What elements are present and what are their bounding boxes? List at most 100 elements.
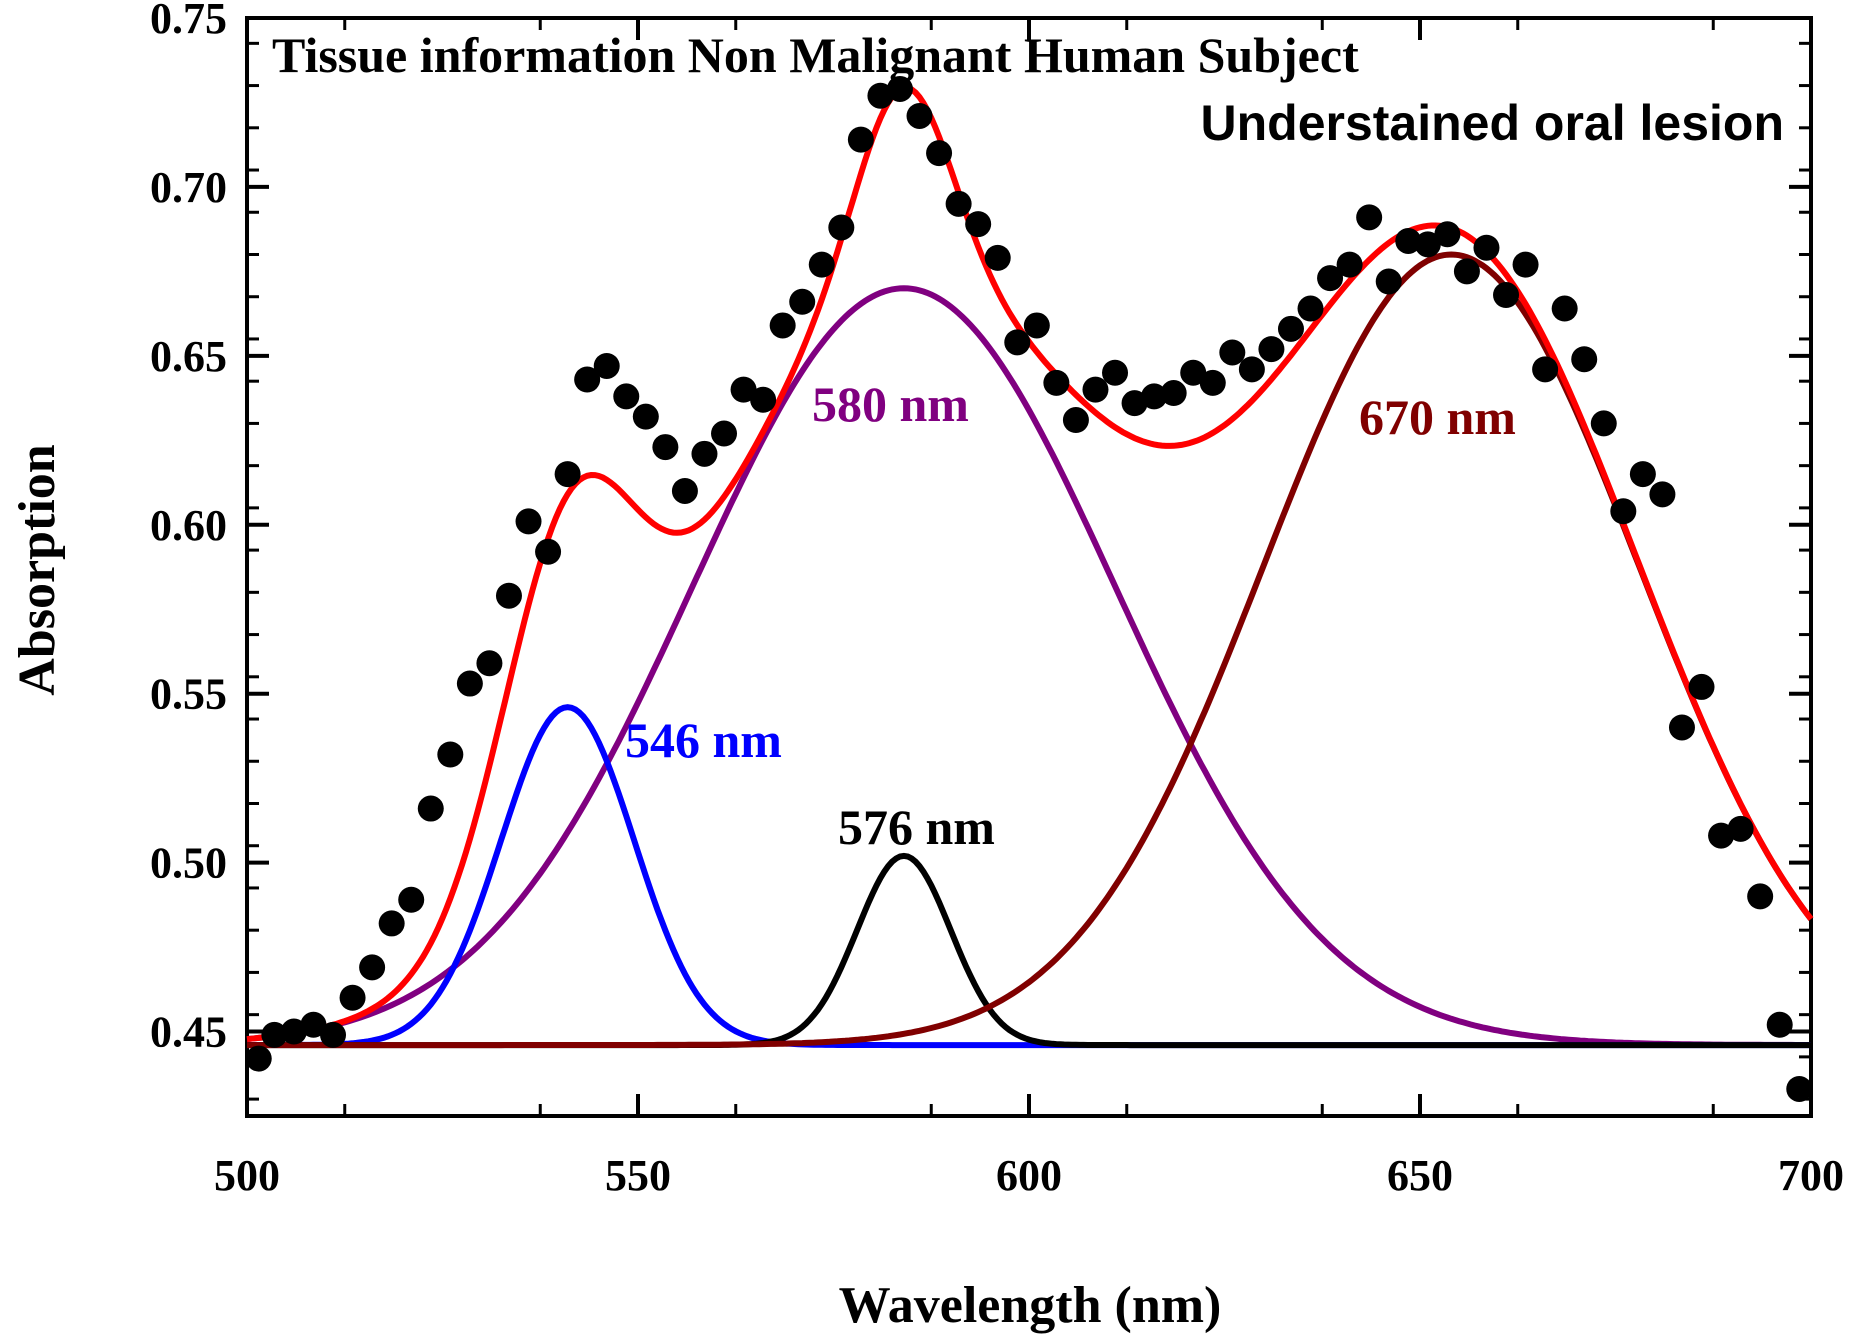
peak-curve-576-nm	[247, 852, 1811, 1049]
x-tick-label: 700	[1778, 1151, 1844, 1200]
data-point	[808, 251, 835, 278]
data-point	[906, 102, 933, 129]
chart-subtitle: Understained oral lesion	[1201, 95, 1784, 151]
data-point	[456, 670, 483, 697]
data-point	[984, 244, 1011, 271]
data-point	[1708, 822, 1735, 849]
data-point	[574, 366, 601, 393]
data-point	[691, 440, 718, 467]
data-point	[1571, 346, 1598, 373]
data-point	[828, 214, 855, 241]
data-point	[1629, 461, 1656, 488]
y-axis-title: Absorption	[9, 444, 66, 695]
data-point	[359, 954, 386, 981]
data-point	[847, 126, 874, 153]
data-point	[476, 650, 503, 677]
data-point	[1512, 251, 1539, 278]
plot-frame	[245, 16, 1813, 1118]
data-points	[245, 75, 1813, 1102]
peak-label-670: 670 nm	[1359, 389, 1516, 445]
data-point	[515, 508, 542, 535]
data-point	[1317, 265, 1344, 292]
data-point	[926, 140, 953, 167]
data-point	[280, 1018, 307, 1045]
data-point	[1336, 251, 1363, 278]
x-tick-label: 500	[214, 1151, 280, 1200]
data-point	[1141, 383, 1168, 410]
data-point	[535, 538, 562, 565]
data-point	[261, 1021, 288, 1048]
data-point	[1727, 815, 1754, 842]
data-point	[1004, 329, 1031, 356]
data-point	[730, 376, 757, 403]
data-point	[613, 383, 640, 410]
data-point	[945, 190, 972, 217]
peak-label-546: 546 nm	[625, 712, 782, 768]
data-point	[1356, 204, 1383, 231]
data-point	[554, 461, 581, 488]
data-point	[1747, 883, 1774, 910]
data-point	[769, 312, 796, 339]
data-point	[1532, 356, 1559, 383]
x-tick-label: 650	[1387, 1151, 1453, 1200]
data-point	[1238, 356, 1265, 383]
data-point	[1395, 227, 1422, 254]
data-point	[1453, 258, 1480, 285]
data-point	[1610, 498, 1637, 525]
data-point	[671, 477, 698, 504]
data-point	[1082, 376, 1109, 403]
data-point	[378, 910, 405, 937]
x-axis-title: Wavelength (nm)	[839, 1277, 1222, 1334]
data-point	[245, 1045, 272, 1072]
data-point	[886, 75, 913, 102]
data-point	[1493, 282, 1520, 309]
peak-curve-580-nm	[246, 285, 1811, 1048]
y-tick-label: 0.55	[150, 670, 227, 719]
data-point	[652, 434, 679, 461]
data-point	[1102, 359, 1129, 386]
data-point	[1668, 714, 1695, 741]
x-tick-label: 600	[996, 1151, 1062, 1200]
y-tick-label: 0.75	[150, 0, 227, 43]
peak-label-576: 576 nm	[838, 799, 995, 855]
y-tick-label: 0.65	[150, 332, 227, 381]
data-point	[1023, 312, 1050, 339]
data-point	[1258, 336, 1285, 363]
data-point	[593, 352, 620, 379]
data-point	[1414, 231, 1441, 258]
peak-label-580: 580 nm	[812, 376, 969, 432]
y-tick-label: 0.45	[150, 1008, 227, 1057]
axes: 500 550 600 650 700 0.45 0.50 0.55 0.60 0.65 0.70 0…	[150, 0, 1844, 1200]
y-tick-label: 0.60	[150, 501, 227, 550]
data-point	[750, 386, 777, 413]
data-point	[437, 741, 464, 768]
data-point	[1219, 339, 1246, 366]
data-point	[1590, 410, 1617, 437]
data-point	[495, 582, 522, 609]
data-point	[417, 795, 444, 822]
data-point	[867, 82, 894, 109]
y-tick-label: 0.50	[150, 839, 227, 888]
x-tick-label: 550	[605, 1151, 671, 1200]
data-point	[1121, 390, 1148, 417]
peak-curve-670-nm	[247, 251, 1814, 1049]
data-point	[1043, 369, 1070, 396]
data-point	[632, 403, 659, 430]
data-point	[1473, 234, 1500, 261]
data-point	[1649, 481, 1676, 508]
data-point	[1297, 295, 1324, 322]
data-point	[711, 420, 738, 447]
peak-curves	[246, 84, 1814, 1049]
data-point	[300, 1011, 327, 1038]
data-point	[1160, 380, 1187, 407]
data-point	[1688, 673, 1715, 700]
data-point	[1551, 295, 1578, 322]
data-point	[1434, 221, 1461, 248]
data-point	[1062, 407, 1089, 434]
data-point	[965, 211, 992, 238]
data-point	[789, 288, 816, 315]
data-point	[1786, 1075, 1813, 1102]
data-point	[1180, 359, 1207, 386]
y-tick-label: 0.70	[150, 163, 227, 212]
